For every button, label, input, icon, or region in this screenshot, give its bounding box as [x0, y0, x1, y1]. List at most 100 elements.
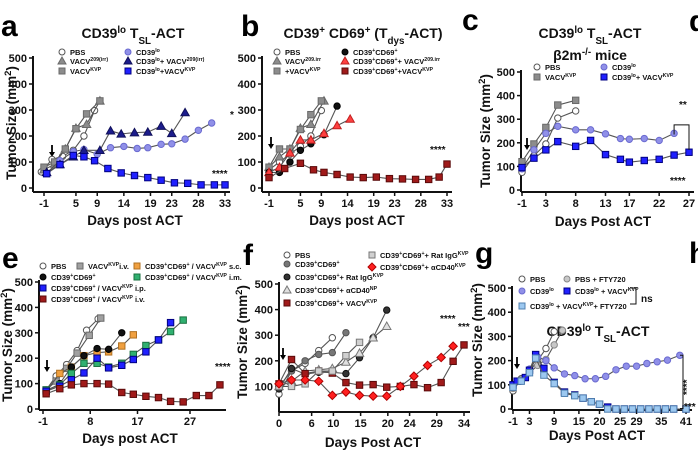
legend-marker [39, 295, 47, 303]
data-point [554, 122, 562, 130]
legend-label: PBS [545, 63, 560, 72]
data-point [540, 371, 548, 379]
panel-letter: c [462, 4, 479, 37]
legend-marker [124, 67, 132, 75]
series-7 [274, 341, 459, 402]
x-tick-label: 24 [403, 418, 416, 430]
data-point [133, 144, 141, 153]
x-tick-label: 9 [318, 198, 324, 210]
data-point [354, 347, 365, 357]
data-point [571, 126, 580, 134]
significance-annotation: **** [215, 362, 231, 373]
data-point [180, 107, 191, 117]
legend-label: VACVKVP [70, 67, 102, 76]
data-point [411, 175, 420, 184]
data-point [80, 379, 88, 388]
series-6 [265, 159, 451, 184]
data-point [645, 405, 653, 413]
legend-marker [283, 273, 291, 281]
x-tick-label: -1 [517, 198, 527, 210]
data-point [368, 391, 379, 402]
legend-marker [600, 63, 608, 71]
legend-marker [283, 260, 291, 268]
data-point [96, 97, 104, 105]
x-tick-label: 27 [184, 416, 196, 428]
x-axis-label: Days post ACT [82, 431, 178, 446]
data-point [67, 369, 76, 378]
data-point [571, 107, 580, 115]
data-point [69, 151, 77, 160]
legend-marker [272, 55, 282, 65]
y-axis-label: Tumor Size (mm2) [234, 285, 251, 399]
y-tick-label: 200 [238, 131, 256, 143]
data-point [612, 366, 620, 374]
data-point [640, 156, 648, 165]
data-point [94, 145, 105, 154]
legend-marker [518, 275, 526, 283]
data-point [154, 393, 163, 402]
data-point [383, 306, 391, 314]
legend-label: CD39+CD69++ Rat IgGKVP [380, 251, 469, 260]
data-point [632, 362, 641, 370]
data-point [550, 364, 558, 372]
legend-label: CD39+CD69+ [353, 48, 398, 57]
y-tick-label: 500 [15, 277, 33, 289]
data-point [116, 128, 127, 138]
data-point [296, 159, 305, 168]
legend-marker [273, 67, 281, 75]
arrow-icon-head [280, 355, 286, 360]
legend-marker [123, 55, 133, 65]
data-point [166, 318, 175, 327]
legend-label: CD39+CD69+ / VACVKVP s.c. [145, 262, 241, 271]
y-tick-label: 100 [238, 157, 256, 169]
series-6 [42, 151, 229, 189]
legend-label: CD39lo+VACVKVP [136, 67, 196, 76]
legend-marker [563, 275, 571, 283]
data-point [315, 367, 323, 375]
data-point [342, 328, 350, 337]
data-point [542, 146, 550, 154]
y-tick-label: 300 [255, 330, 273, 342]
data-point [90, 157, 99, 165]
x-tick-label: -1 [38, 416, 48, 428]
data-point [93, 344, 101, 353]
x-tick-label: 19 [144, 198, 156, 210]
data-point [571, 142, 580, 151]
legend-label: CD39+CD69+ / VACVKVP i.v. [51, 295, 145, 304]
data-point [309, 166, 318, 174]
data-point [604, 405, 612, 413]
data-point [550, 379, 558, 388]
legend-label: VACV209.irr [285, 57, 321, 66]
panel-letter: e [2, 242, 19, 275]
legend-marker [283, 299, 291, 307]
x-tick-label: 33 [441, 198, 453, 210]
data-point [437, 378, 445, 387]
y-tick-label: 100 [255, 381, 273, 393]
data-point [154, 336, 163, 344]
data-point [531, 354, 540, 362]
data-point [118, 388, 126, 397]
x-tick-label: -1 [39, 198, 49, 210]
data-point [80, 153, 88, 161]
y-tick-label: 200 [15, 353, 33, 365]
significance-annotation: *** [458, 322, 470, 333]
x-axis-label: Days post ACT [309, 213, 405, 228]
legend-label: PBS [70, 48, 85, 57]
legend-label: CD39+CD69++ αCD40NP [295, 286, 378, 295]
data-point [622, 362, 630, 370]
legend-label: CD39lo+ VACV209(irr) [136, 57, 205, 66]
y-tick-label: 400 [497, 91, 515, 103]
x-tick-label: 8 [573, 198, 579, 210]
x-tick-label: 34 [458, 418, 471, 430]
data-point [409, 371, 419, 382]
x-tick-label: 29 [431, 418, 443, 430]
legend-label: CD39lo + VACVKVP [575, 287, 639, 296]
significance-annotation: **** [440, 314, 456, 325]
y-tick-label: 500 [488, 283, 506, 295]
data-point [281, 164, 289, 173]
data-point [354, 390, 365, 401]
series-4 [518, 136, 693, 172]
legend-label: +VACVKVP [285, 67, 321, 76]
data-point [315, 350, 323, 359]
y-axis-label: Tumor Size (mm2) [469, 283, 486, 397]
